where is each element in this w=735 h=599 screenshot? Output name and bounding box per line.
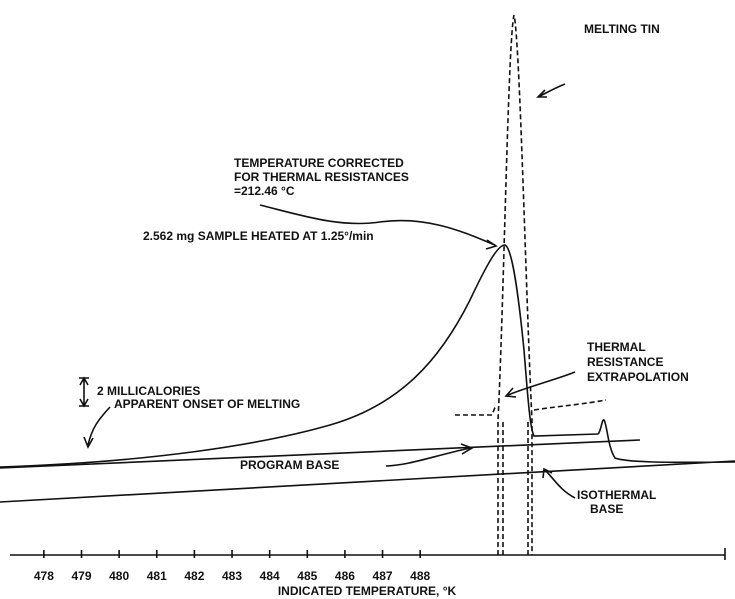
x-tick-label: 479 (71, 569, 91, 583)
x-tick-label: 480 (109, 569, 129, 583)
x-tick-label: 488 (410, 569, 430, 583)
program-base (0, 439, 641, 469)
leader (385, 443, 474, 467)
leader (536, 83, 566, 98)
scale-bar (79, 376, 89, 408)
annotation: BASE (590, 502, 623, 516)
x-tick-label: 483 (222, 569, 242, 583)
annotation: 2.562 mg SAMPLE HEATED AT 1.25°/min (143, 229, 374, 243)
annotation: APPARENT ONSET OF MELTING (114, 397, 300, 411)
leader (542, 467, 576, 499)
x-tick-label: 487 (373, 569, 393, 583)
x-axis-label: INDICATED TEMPERATURE, °K (278, 584, 457, 598)
x-tick-label: 481 (147, 569, 167, 583)
annotation: 2 MILLICALORIES (97, 384, 200, 398)
leader (83, 406, 111, 449)
annotation: TEMPERATURE CORRECTED (234, 156, 404, 170)
tin-peak (497, 14, 533, 555)
annotation: PROGRAM BASE (240, 458, 339, 472)
annotation: EXTRAPOLATION (587, 370, 689, 384)
x-tick-label: 478 (34, 569, 54, 583)
leader (504, 371, 576, 398)
x-tick-label: 486 (335, 569, 355, 583)
tin-peak-inner (502, 420, 529, 555)
x-tick-label: 485 (297, 569, 317, 583)
annotation: =212.46 °C (234, 184, 295, 198)
annotation: THERMAL (587, 340, 646, 354)
x-tick-label: 484 (260, 569, 280, 583)
sample-curve (0, 244, 735, 468)
leader (259, 204, 498, 250)
isothermal-base (0, 460, 735, 503)
annotation: MELTING TIN (584, 22, 660, 36)
extrapolation (455, 399, 607, 416)
annotation: ISOTHERMAL (577, 488, 656, 502)
annotation: RESISTANCE (587, 355, 663, 369)
x-tick-label: 482 (184, 569, 204, 583)
annotation: FOR THERMAL RESISTANCES (234, 170, 409, 184)
